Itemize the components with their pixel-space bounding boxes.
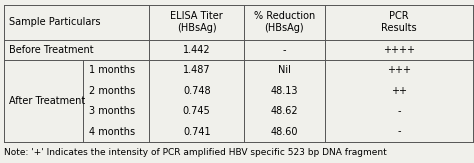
- Text: ++++: ++++: [383, 45, 415, 55]
- Text: Before Treatment: Before Treatment: [9, 45, 94, 55]
- Text: ++: ++: [391, 86, 407, 96]
- Text: Sample Particulars: Sample Particulars: [9, 17, 101, 27]
- Text: 1 months: 1 months: [89, 65, 135, 75]
- Text: Nil: Nil: [278, 65, 291, 75]
- Text: 48.60: 48.60: [271, 127, 298, 137]
- Text: 3 months: 3 months: [89, 106, 135, 116]
- Text: Note: '+' Indicates the intensity of PCR amplified HBV specific 523 bp DNA fragm: Note: '+' Indicates the intensity of PCR…: [4, 148, 386, 157]
- Text: 1.442: 1.442: [183, 45, 210, 55]
- Text: 0.748: 0.748: [183, 86, 210, 96]
- Text: 48.13: 48.13: [271, 86, 298, 96]
- Text: -: -: [397, 127, 401, 137]
- Text: PCR
Results: PCR Results: [381, 11, 417, 33]
- Text: 4 months: 4 months: [89, 127, 135, 137]
- Text: After Treatment: After Treatment: [9, 96, 86, 106]
- Text: ELISA Titer
(HBsAg): ELISA Titer (HBsAg): [170, 11, 223, 33]
- Text: -: -: [283, 45, 286, 55]
- Text: 0.741: 0.741: [183, 127, 210, 137]
- Text: 1.487: 1.487: [183, 65, 210, 75]
- Text: -: -: [397, 106, 401, 116]
- Text: +++: +++: [387, 65, 411, 75]
- Text: % Reduction
(HBsAg): % Reduction (HBsAg): [254, 11, 315, 33]
- Text: 48.62: 48.62: [271, 106, 298, 116]
- Text: 0.745: 0.745: [183, 106, 210, 116]
- Text: 2 months: 2 months: [89, 86, 135, 96]
